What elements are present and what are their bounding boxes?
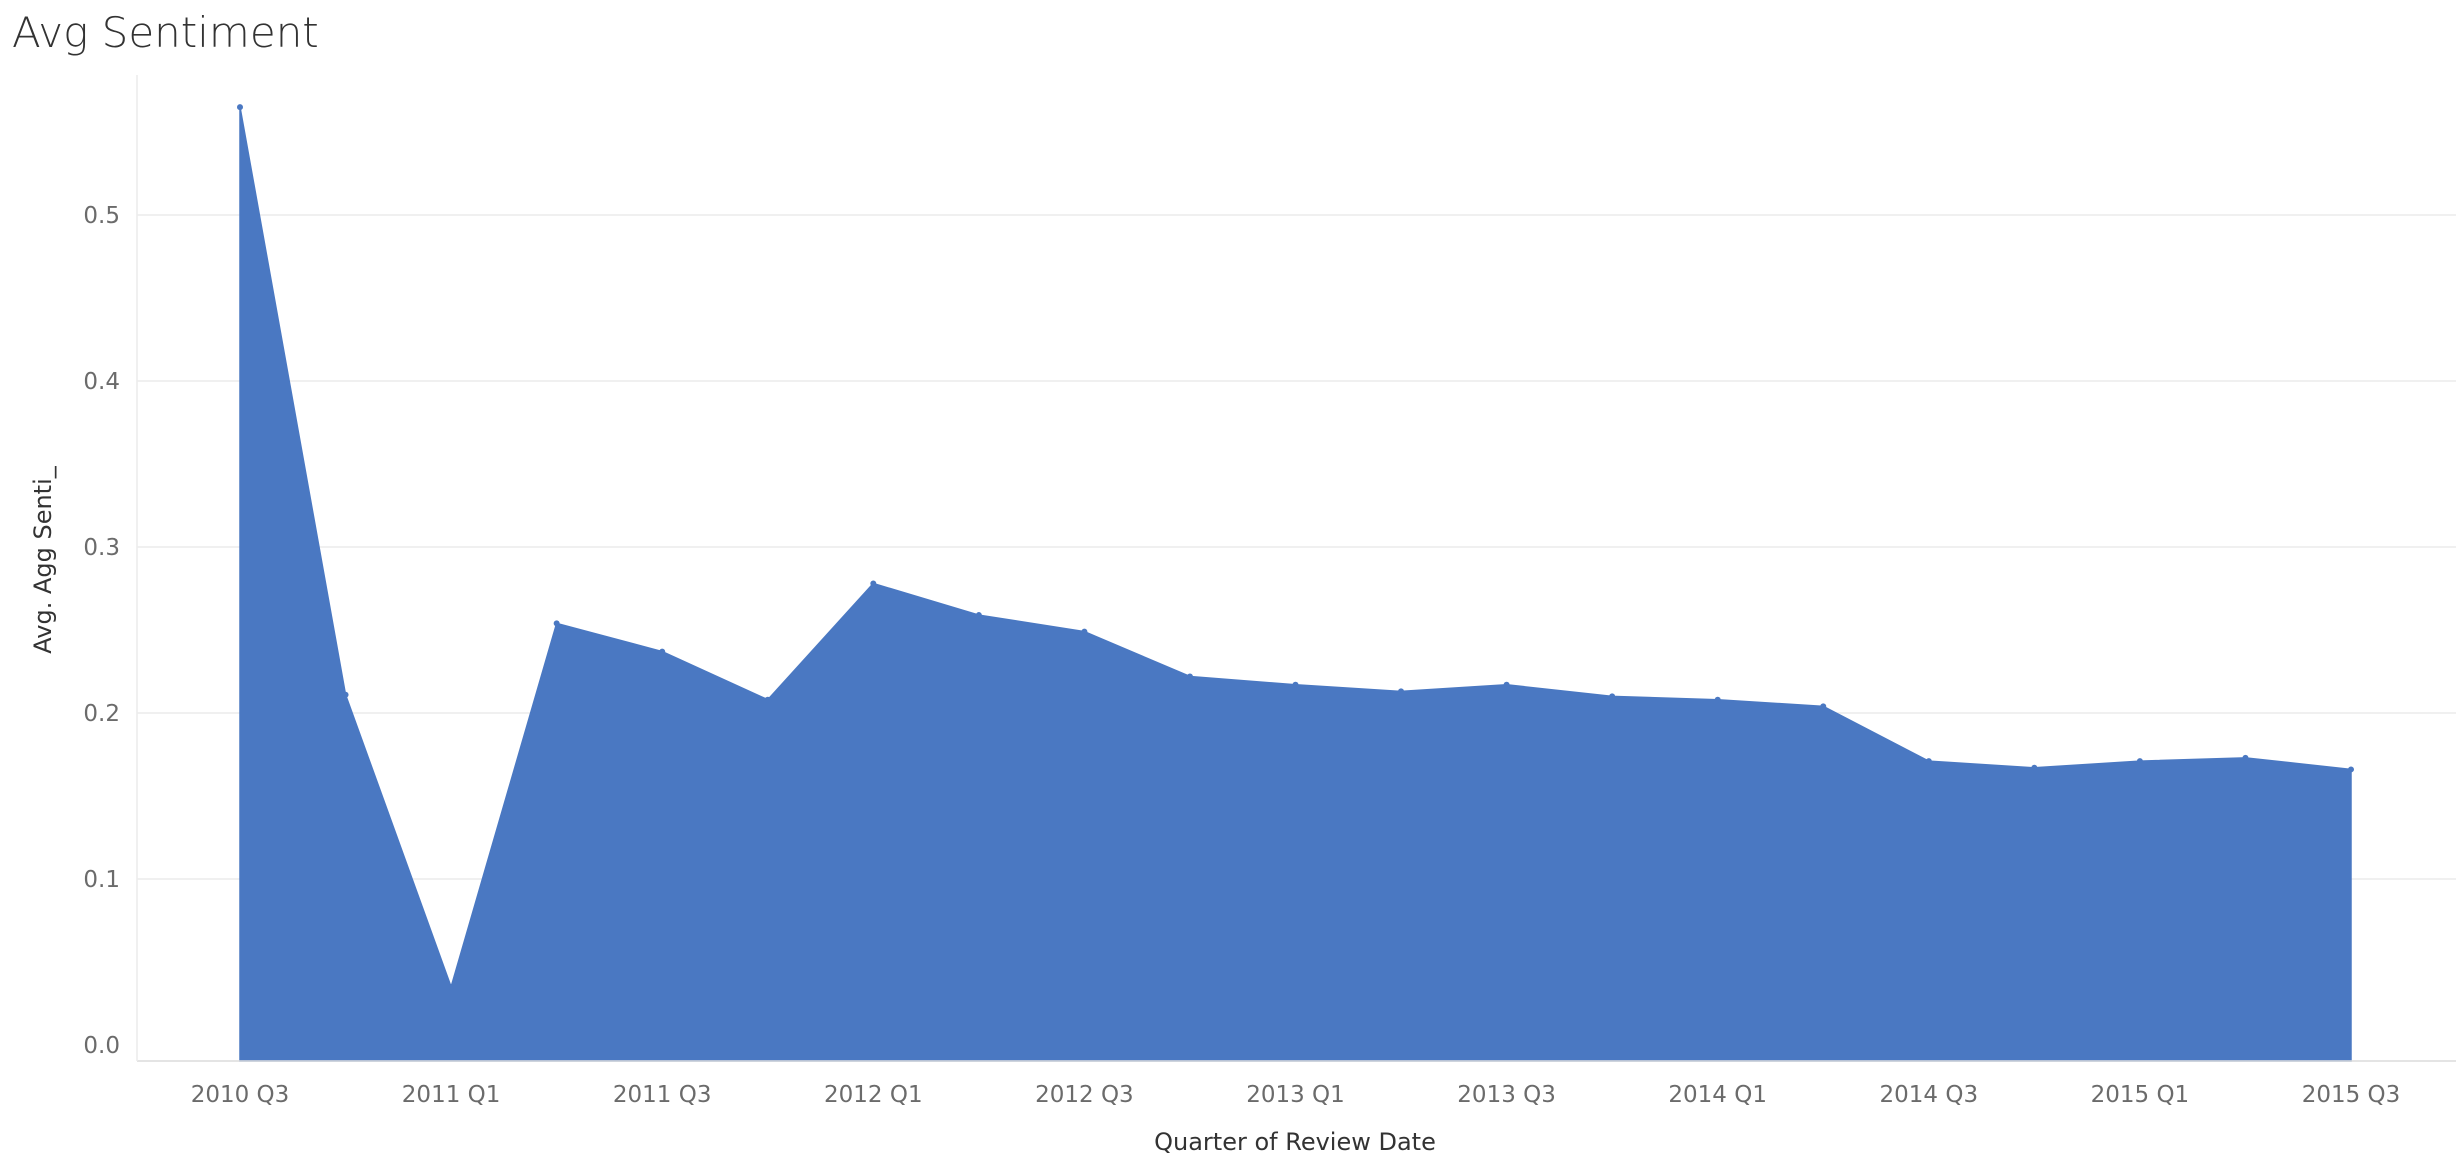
x-tick-label: 2013 Q1	[1246, 1082, 1345, 1108]
x-tick-label: 2014 Q1	[1668, 1082, 1767, 1108]
data-point[interactable]	[2348, 766, 2354, 773]
data-point[interactable]	[764, 696, 771, 703]
x-tick-label: 2012 Q1	[824, 1082, 923, 1108]
y-tick-label: 0.2	[83, 701, 120, 727]
data-point[interactable]	[1609, 693, 1616, 700]
data-point[interactable]	[2136, 758, 2143, 765]
data-point[interactable]	[1081, 628, 1088, 635]
data-point[interactable]	[659, 648, 666, 655]
x-tick-label: 2013 Q3	[1457, 1082, 1556, 1108]
data-point[interactable]	[2031, 764, 2038, 771]
data-point[interactable]	[553, 620, 560, 627]
x-tick-label: 2010 Q3	[191, 1082, 290, 1108]
data-point[interactable]	[1292, 681, 1299, 688]
data-point[interactable]	[2242, 754, 2249, 761]
x-tick-label: 2014 Q3	[1880, 1082, 1979, 1108]
data-point[interactable]	[1714, 696, 1721, 703]
x-tick-label: 2011 Q1	[402, 1082, 501, 1108]
area-series	[237, 104, 2354, 1062]
data-point[interactable]	[448, 983, 455, 990]
data-point[interactable]	[975, 612, 982, 619]
chart-title: Avg Sentiment	[12, 8, 319, 57]
data-point[interactable]	[1503, 681, 1510, 688]
x-axis-title: Quarter of Review Date	[1154, 1128, 1436, 1156]
x-tick-label: 2012 Q3	[1035, 1082, 1134, 1108]
y-tick-label: 0.1	[83, 867, 120, 893]
x-tick-label: 2015 Q1	[2091, 1082, 2190, 1108]
area-fill	[239, 106, 2352, 1062]
y-tick-label: 0.0	[83, 1033, 120, 1059]
y-axis-ticks: 0.0 0.1 0.2 0.3 0.4 0.5	[83, 203, 120, 1059]
data-point[interactable]	[1925, 758, 1932, 765]
x-tick-label: 2011 Q3	[613, 1082, 712, 1108]
y-tick-label: 0.4	[83, 369, 120, 395]
y-axis-title: Avg. Agg Senti_	[29, 465, 57, 654]
x-axis-ticks: 2010 Q3 2011 Q1 2011 Q3 2012 Q1 2012 Q3 2013 …	[191, 1082, 2401, 1108]
x-tick-label: 2015 Q3	[2302, 1082, 2401, 1108]
data-point[interactable]	[1398, 688, 1405, 695]
y-tick-label: 0.3	[83, 535, 120, 561]
data-point[interactable]	[870, 580, 877, 587]
y-tick-label: 0.5	[83, 203, 120, 229]
data-point[interactable]	[1186, 673, 1193, 680]
data-point[interactable]	[237, 104, 243, 111]
data-point[interactable]	[342, 691, 349, 698]
data-point[interactable]	[1820, 703, 1827, 710]
